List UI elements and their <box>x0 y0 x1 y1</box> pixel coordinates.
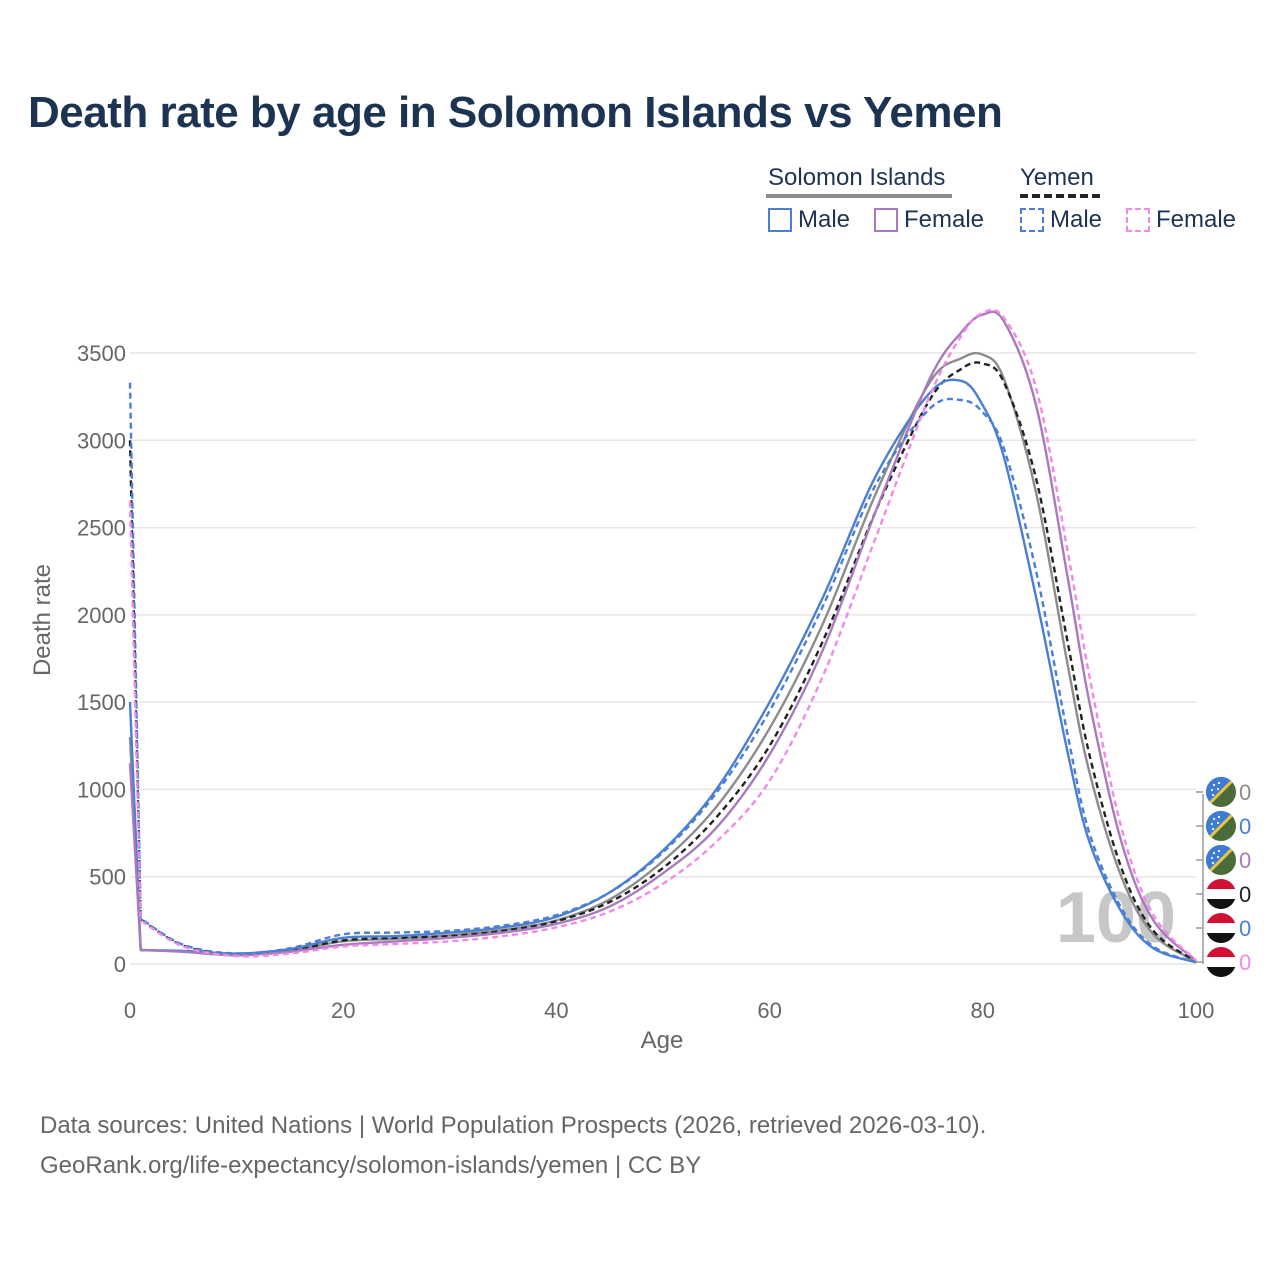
x-tick-label: 100 <box>1178 998 1215 1023</box>
end-label-value: 0 <box>1239 882 1251 907</box>
series-line-yemen-total[interactable] <box>128 361 1197 963</box>
yemen-flag-icon <box>1206 913 1236 943</box>
series-line-solomon-islands-female[interactable] <box>128 310 1197 962</box>
end-label-value: 0 <box>1239 916 1251 941</box>
y-tick-label: 2000 <box>77 603 126 628</box>
footer: Data sources: United Nations | World Pop… <box>40 1106 986 1186</box>
legend-group-underline <box>766 194 952 198</box>
legend-item-label: Female <box>904 206 985 233</box>
x-axis-ticks: 0 20 40 60 80 100 <box>124 998 1214 1023</box>
yemen-flag-icon <box>1206 947 1236 977</box>
solomon-islands-flag-icon <box>1206 777 1236 807</box>
x-tick-label: 60 <box>757 998 781 1023</box>
y-tick-label: 2500 <box>77 516 126 541</box>
y-tick-label: 1500 <box>77 690 126 715</box>
footer-sources: Data sources: United Nations | World Pop… <box>40 1112 987 1139</box>
age-marker: 100 <box>1056 878 1176 958</box>
solomon-islands-flag-icon <box>1206 811 1236 841</box>
chart-title: Death rate by age in Solomon Islands vs … <box>28 88 1003 137</box>
end-label-value: 0 <box>1239 950 1251 975</box>
y-axis-ticks: 0 500 1000 1500 2000 2500 3000 3500 <box>77 341 126 977</box>
x-tick-label: 40 <box>544 998 568 1023</box>
legend-group-title: Yemen <box>1020 164 1094 191</box>
end-label-value: 0 <box>1239 848 1251 873</box>
end-labels: 0 0 0 0 0 0 <box>1196 777 1251 977</box>
x-tick-label: 0 <box>124 998 136 1023</box>
legend-item-solomon-female[interactable]: Female <box>874 206 984 234</box>
legend-group-underline <box>1020 194 1100 198</box>
y-tick-label: 500 <box>89 865 126 890</box>
legend-swatch <box>1126 208 1150 232</box>
x-axis-label: Age <box>641 1027 684 1054</box>
legend-swatch <box>768 208 792 232</box>
x-tick-label: 20 <box>331 998 355 1023</box>
end-label-value: 0 <box>1239 814 1251 839</box>
yemen-flag-icon <box>1206 879 1236 909</box>
series-line-yemen-female[interactable] <box>128 308 1197 962</box>
footer-link[interactable]: GeoRank.org/life-expectancy/solomon-isla… <box>40 1152 702 1179</box>
legend-item-label: Male <box>1050 206 1103 233</box>
legend-group-title: Solomon Islands <box>768 164 946 191</box>
legend-item-solomon-male[interactable]: Male <box>768 206 850 234</box>
series-lines <box>128 308 1197 964</box>
legend-swatch <box>1020 208 1044 232</box>
legend-item-label: Female <box>1156 206 1237 233</box>
y-tick-label: 0 <box>114 952 126 977</box>
legend-item-yemen-male[interactable]: Male <box>1020 206 1102 234</box>
end-label-value: 0 <box>1239 780 1251 805</box>
y-tick-label: 3000 <box>77 428 126 453</box>
y-tick-label: 1000 <box>77 777 126 802</box>
legend-item-label: Male <box>798 206 851 233</box>
series-line-yemen-male[interactable] <box>128 382 1197 964</box>
legend-swatch <box>874 208 898 232</box>
series-line-solomon-islands-male[interactable] <box>128 378 1197 964</box>
legend-item-yemen-female[interactable]: Female <box>1126 206 1236 234</box>
y-tick-label: 3500 <box>77 341 126 366</box>
series-line-solomon-islands-total[interactable] <box>128 351 1197 963</box>
solomon-islands-flag-icon <box>1206 845 1236 875</box>
y-axis-label: Death rate <box>29 564 56 676</box>
x-tick-label: 80 <box>971 998 995 1023</box>
